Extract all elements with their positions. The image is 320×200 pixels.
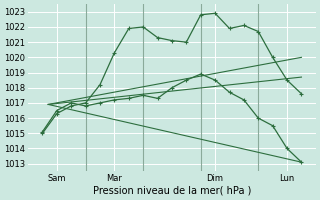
X-axis label: Pression niveau de la mer( hPa ): Pression niveau de la mer( hPa ) xyxy=(93,186,251,196)
